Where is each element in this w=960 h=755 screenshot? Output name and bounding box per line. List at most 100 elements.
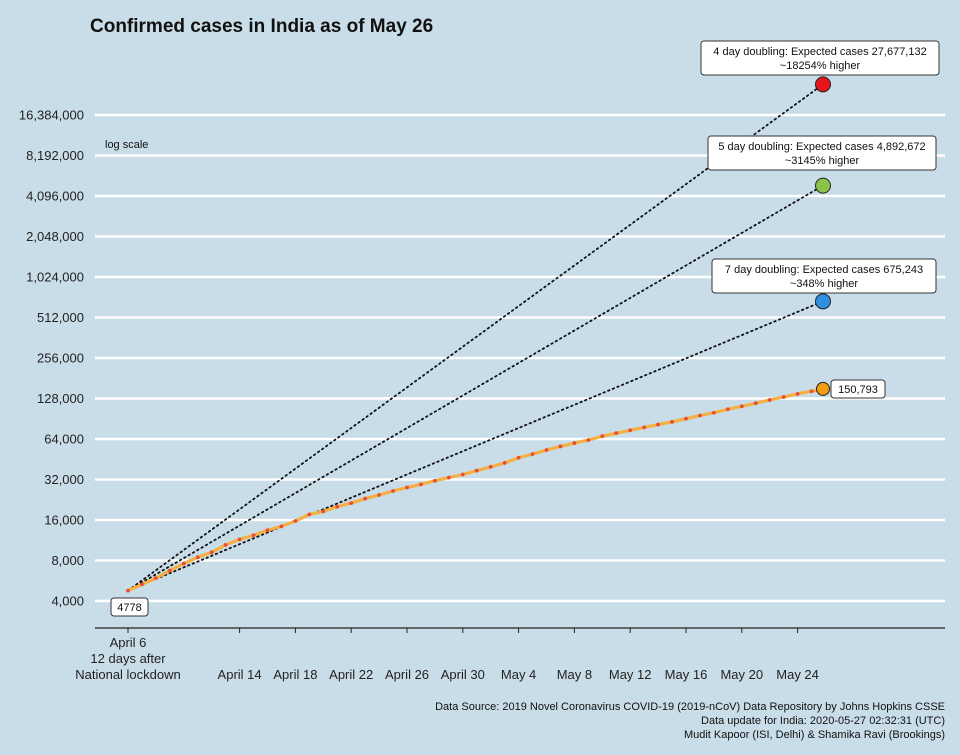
data-point bbox=[684, 416, 688, 421]
projection-label-line2: ~3145% higher bbox=[785, 155, 860, 167]
log-scale-note: log scale bbox=[105, 139, 148, 151]
x-tick-label: April 6 bbox=[110, 635, 147, 650]
y-tick-label: 32,000 bbox=[44, 472, 84, 487]
start-label: 4778 bbox=[117, 602, 141, 614]
data-point bbox=[781, 395, 786, 399]
data-point bbox=[460, 472, 465, 477]
y-tick-label: 8,192,000 bbox=[26, 148, 84, 163]
data-point bbox=[739, 404, 744, 409]
data-point bbox=[642, 425, 647, 430]
data-point bbox=[307, 512, 312, 517]
data-point bbox=[126, 588, 130, 593]
projection-label-box bbox=[707, 135, 937, 171]
x-tick-label: May 20 bbox=[720, 667, 763, 682]
x-tick-label: May 4 bbox=[501, 667, 536, 682]
data-point bbox=[195, 555, 200, 560]
data-point bbox=[223, 542, 228, 547]
source-line: Data update for India: 2020-05-27 02:32:… bbox=[701, 715, 945, 727]
data-point bbox=[265, 528, 270, 533]
projection-lines bbox=[127, 83, 824, 592]
source-notes: Data Source: 2019 Novel Coronavirus COVI… bbox=[435, 701, 945, 741]
y-tick-label: 64,000 bbox=[44, 432, 84, 447]
x-tick-label: April 18 bbox=[273, 667, 317, 682]
data-point bbox=[181, 561, 186, 566]
data-point bbox=[698, 413, 702, 418]
projection-line bbox=[127, 83, 824, 592]
x-tick-label: April 14 bbox=[218, 667, 262, 682]
data-point bbox=[600, 434, 605, 439]
x-tick-label: May 12 bbox=[609, 667, 652, 682]
data-point bbox=[405, 485, 409, 490]
data-point bbox=[474, 468, 479, 473]
y-tick-label: 16,384,000 bbox=[19, 108, 84, 123]
annotations: 4778 150,793 4 day doubling: Expected case… bbox=[110, 40, 940, 617]
data-point bbox=[154, 576, 158, 581]
x-tick-label: May 8 bbox=[557, 667, 592, 682]
actual-end-marker bbox=[816, 381, 830, 396]
y-tick-label: 8,000 bbox=[51, 553, 84, 568]
projection-label-line2: ~348% higher bbox=[790, 278, 859, 290]
data-point bbox=[753, 401, 758, 406]
data-point bbox=[419, 482, 423, 487]
y-axis-ticks: 4,000 8,000 16,000 32,000 64,000 128,000 256,0… bbox=[19, 108, 84, 609]
x-tick-label: 12 days after bbox=[90, 651, 166, 666]
data-point bbox=[670, 419, 674, 424]
series-actual bbox=[126, 387, 828, 593]
data-point bbox=[209, 550, 214, 555]
y-tick-label: 1,024,000 bbox=[26, 270, 84, 285]
projection-label-line2: ~18254% higher bbox=[780, 60, 861, 72]
end-label-box bbox=[830, 379, 886, 399]
data-point bbox=[502, 461, 507, 465]
data-point bbox=[167, 568, 172, 573]
data-point bbox=[363, 496, 368, 501]
projection-label-line1: 7 day doubling: Expected cases 675,243 bbox=[725, 264, 923, 276]
y-tick-label: 512,000 bbox=[37, 310, 84, 325]
data-point bbox=[446, 475, 451, 480]
y-tick-label: 4,000 bbox=[51, 594, 84, 609]
data-point bbox=[712, 410, 716, 415]
projection-marker bbox=[815, 76, 831, 93]
projection-line bbox=[127, 300, 824, 592]
data-point bbox=[544, 448, 549, 452]
y-tick-label: 4,096,000 bbox=[26, 189, 84, 204]
data-point bbox=[725, 407, 730, 412]
end-label: 150,793 bbox=[838, 384, 878, 396]
data-point bbox=[530, 452, 535, 457]
y-tick-label: 16,000 bbox=[44, 513, 84, 528]
projection-marker bbox=[815, 177, 831, 194]
gridlines bbox=[95, 113, 945, 603]
projection-label-box bbox=[711, 258, 937, 294]
data-point bbox=[488, 465, 493, 469]
projection-line bbox=[127, 184, 824, 592]
source-line: Data Source: 2019 Novel Coronavirus COVI… bbox=[435, 701, 945, 713]
x-tick-label: April 26 bbox=[385, 667, 429, 682]
data-point bbox=[656, 422, 660, 427]
data-point bbox=[251, 533, 256, 538]
data-point bbox=[293, 519, 298, 523]
data-point bbox=[335, 504, 340, 509]
end-markers bbox=[815, 76, 831, 396]
x-tick-label: May 16 bbox=[665, 667, 708, 682]
data-point bbox=[377, 493, 381, 497]
data-point bbox=[279, 524, 284, 529]
data-point bbox=[614, 431, 619, 436]
data-point bbox=[237, 537, 242, 542]
data-point bbox=[391, 489, 395, 493]
data-point bbox=[767, 398, 772, 402]
x-tick-label: May 24 bbox=[776, 667, 819, 682]
source-line: Mudit Kapoor (ISI, Delhi) & Shamika Ravi… bbox=[684, 729, 945, 741]
chart-title: Confirmed cases in India as of May 26 bbox=[90, 16, 433, 37]
y-tick-label: 2,048,000 bbox=[26, 229, 84, 244]
data-point bbox=[572, 441, 577, 445]
data-point bbox=[140, 582, 144, 587]
data-point bbox=[558, 444, 563, 449]
projection-label-box bbox=[700, 40, 940, 76]
data-point bbox=[795, 391, 800, 396]
x-tick-label: April 22 bbox=[329, 667, 373, 682]
projection-label-line1: 4 day doubling: Expected cases 27,677,13… bbox=[713, 46, 926, 58]
y-tick-label: 256,000 bbox=[37, 351, 84, 366]
data-point bbox=[321, 509, 326, 514]
data-point bbox=[628, 428, 633, 433]
